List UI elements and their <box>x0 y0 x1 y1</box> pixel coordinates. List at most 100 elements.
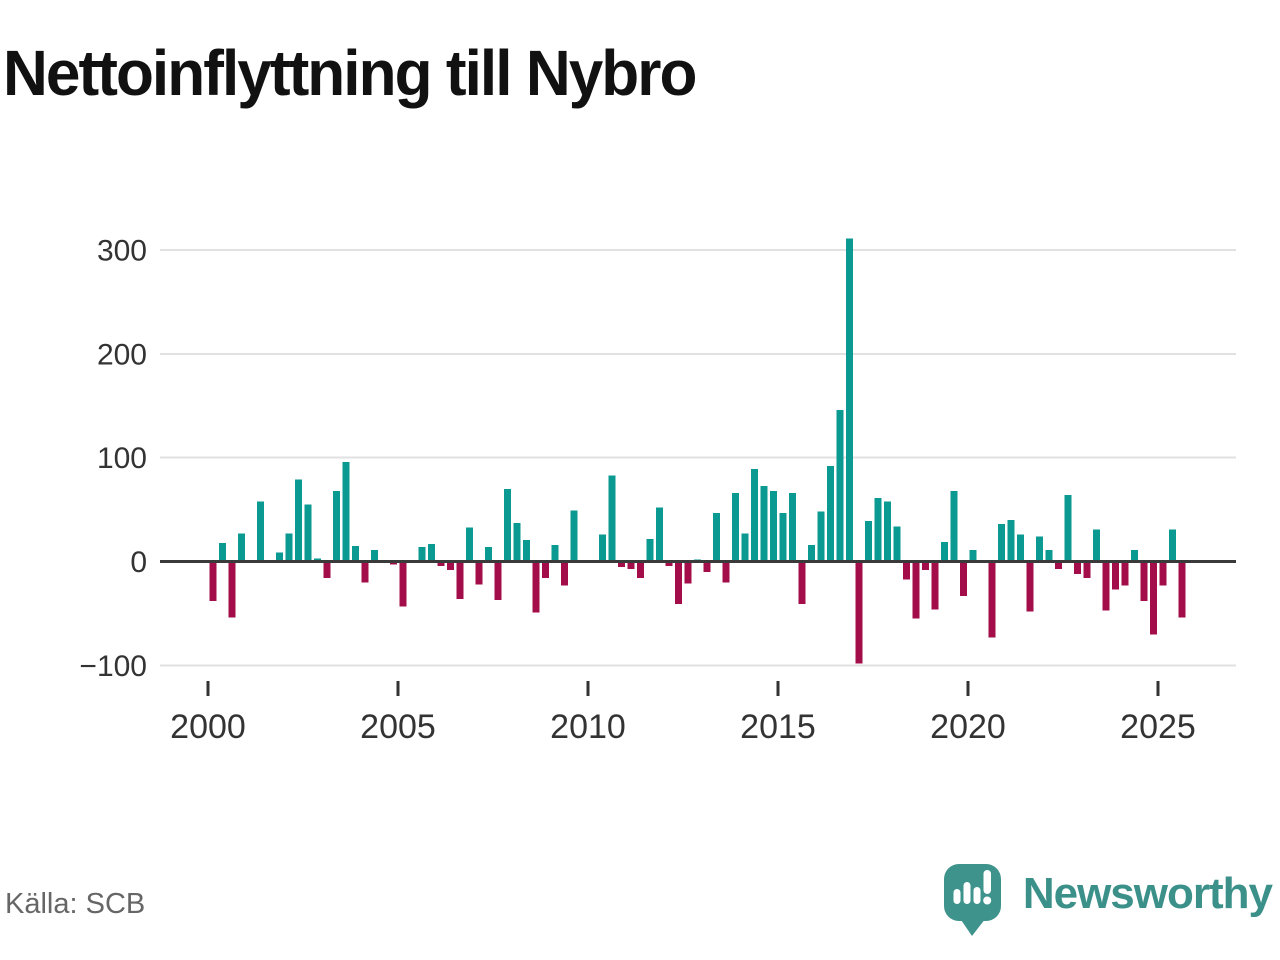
bar-2003-Q1 <box>323 561 331 579</box>
bar-2011-Q2 <box>636 561 644 579</box>
bar-2002-Q2 <box>294 479 302 562</box>
source-label: Källa: SCB <box>5 888 146 920</box>
bar-2013-Q1 <box>703 561 711 572</box>
bar-2005-Q1 <box>399 561 407 607</box>
bar-2003-Q3 <box>342 461 350 562</box>
bar-2008-Q3 <box>532 561 540 613</box>
bar-2021-Q1 <box>1007 520 1015 562</box>
bar-2019-Q1 <box>931 561 939 610</box>
bar-2016-Q1 <box>817 511 825 562</box>
bar-2009-Q1 <box>551 544 559 562</box>
y-axis-label-100: 100 <box>97 442 147 475</box>
bar-2015-Q4 <box>807 544 815 562</box>
x-axis-label-2000: 2000 <box>170 708 246 746</box>
bar-2006-Q2 <box>446 561 454 570</box>
bar-2006-Q4 <box>465 527 473 562</box>
bar-2011-Q4 <box>655 507 663 562</box>
bar-2017-Q3 <box>874 498 882 562</box>
bar-2022-Q4 <box>1073 561 1081 575</box>
bar-2019-Q4 <box>959 561 967 596</box>
bar-2012-Q1 <box>665 561 673 566</box>
y-axis-label-0: 0 <box>130 546 147 579</box>
bar-2014-Q3 <box>760 485 768 562</box>
bar-2024-Q1 <box>1121 561 1129 586</box>
bar-2001-Q4 <box>275 552 283 562</box>
bar-2025-Q2 <box>1168 529 1176 562</box>
bar-2018-Q4 <box>921 561 929 570</box>
bar-2022-Q2 <box>1054 561 1062 569</box>
bar-2015-Q3 <box>798 561 806 605</box>
bar-2008-Q2 <box>522 539 530 562</box>
bar-2022-Q3 <box>1064 495 1072 562</box>
page-title: Nettoinflyttning till Nybro <box>3 37 697 109</box>
bar-2004-Q1 <box>361 561 369 583</box>
bar-2021-Q3 <box>1026 561 1034 612</box>
bar-2011-Q3 <box>646 538 654 562</box>
newsworthy-logo-text: Newsworthy <box>1022 869 1273 918</box>
bar-2011-Q1 <box>627 561 635 569</box>
bar-2020-Q1 <box>969 550 977 562</box>
bar-2025-Q1 <box>1159 561 1167 586</box>
newsworthy-logo: Newsworthy <box>939 858 1273 942</box>
bar-2010-Q2 <box>598 534 606 562</box>
bar-2003-Q4 <box>351 546 359 562</box>
bar-2010-Q4 <box>617 561 625 567</box>
bar-2009-Q2 <box>560 561 568 586</box>
bar-2004-Q2 <box>370 550 378 562</box>
bar-2007-Q3 <box>494 561 502 601</box>
bar-2012-Q3 <box>684 561 692 584</box>
bar-2023-Q1 <box>1083 561 1091 579</box>
x-axis-label-2015: 2015 <box>740 708 816 746</box>
bar-2006-Q3 <box>456 561 464 599</box>
bar-2014-Q2 <box>750 469 758 562</box>
bar-2016-Q4 <box>845 238 853 562</box>
bar-2018-Q2 <box>902 561 910 580</box>
x-axis-label-2020: 2020 <box>930 708 1006 746</box>
bar-2007-Q4 <box>503 488 511 562</box>
bar-2016-Q2 <box>826 466 834 562</box>
y-axis-label--100: −100 <box>79 650 147 683</box>
bar-2009-Q3 <box>570 510 578 562</box>
bar-2017-Q2 <box>864 521 872 562</box>
bar-2007-Q2 <box>484 547 492 562</box>
bar-2014-Q4 <box>769 490 777 562</box>
bar-2023-Q2 <box>1092 529 1100 562</box>
bar-2017-Q4 <box>883 501 891 562</box>
x-axis-label-2005: 2005 <box>360 708 436 746</box>
bar-2016-Q3 <box>836 409 844 562</box>
bar-2024-Q2 <box>1130 550 1138 562</box>
bar-2015-Q2 <box>788 493 796 562</box>
bar-2020-Q4 <box>997 524 1005 562</box>
bar-2020-Q3 <box>988 561 996 638</box>
bar-2005-Q4 <box>427 543 435 562</box>
bar-2002-Q3 <box>304 504 312 562</box>
bar-2023-Q4 <box>1111 561 1119 590</box>
y-axis-label-200: 200 <box>97 338 147 371</box>
bar-2017-Q1 <box>855 561 863 664</box>
speech-bubble-chart-icon <box>943 864 1001 936</box>
bar-2024-Q4 <box>1149 561 1157 635</box>
bar-2008-Q1 <box>513 523 521 562</box>
bar-2018-Q1 <box>893 526 901 562</box>
y-axis-label-300: 300 <box>97 234 147 267</box>
bar-2019-Q2 <box>940 541 948 562</box>
bar-2000-Q3 <box>228 561 236 618</box>
x-axis-label-2010: 2010 <box>550 708 626 746</box>
bar-2010-Q3 <box>608 475 616 562</box>
bar-2018-Q3 <box>912 561 920 619</box>
bar-2001-Q2 <box>256 501 264 562</box>
bar-2021-Q2 <box>1016 534 1024 562</box>
bar-2000-Q2 <box>218 542 226 562</box>
bar-2003-Q2 <box>332 490 340 562</box>
bar-2006-Q1 <box>437 561 445 566</box>
bar-2007-Q1 <box>475 561 483 585</box>
bar-2022-Q1 <box>1045 550 1053 562</box>
bar-2014-Q1 <box>741 533 749 562</box>
bar-2000-Q4 <box>237 533 245 562</box>
bar-2000-Q1 <box>209 561 217 602</box>
bar-2015-Q1 <box>779 512 787 562</box>
bar-2008-Q4 <box>541 561 549 579</box>
bar-2024-Q3 <box>1140 561 1148 602</box>
bar-2025-Q3 <box>1178 561 1186 618</box>
